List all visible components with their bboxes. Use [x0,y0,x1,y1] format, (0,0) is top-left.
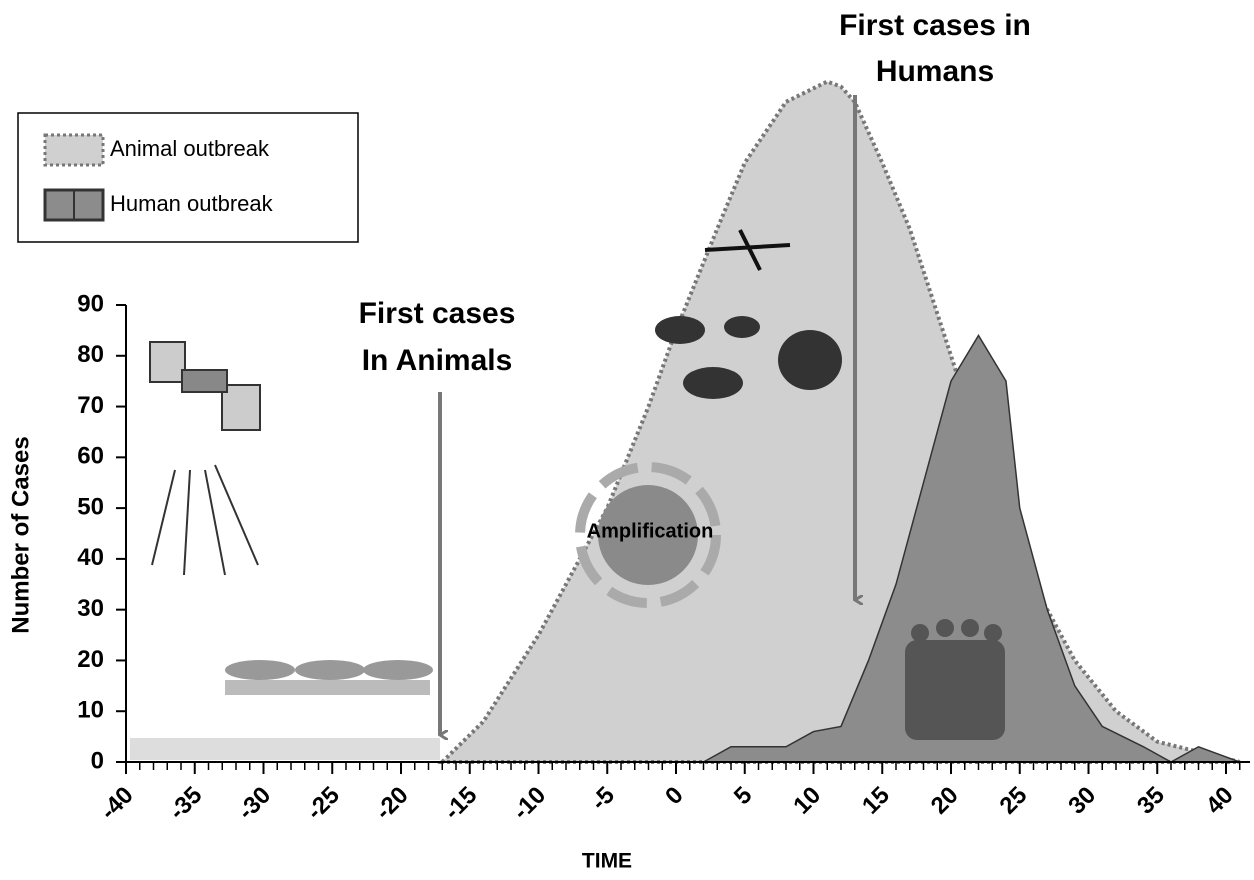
x-tick-label: 15 [857,782,895,820]
y-tick-label: 0 [91,747,104,774]
area [700,334,1241,763]
x-tick-label: 35 [1132,782,1170,820]
x-tick-label: -30 [233,782,277,826]
rain-clouds-icon [225,660,433,695]
animals-icon [655,229,842,399]
y-tick-label: 50 [77,493,104,520]
annotation: In Animals [362,344,513,377]
legend: Animal outbreak Human outbreak [17,112,359,243]
grass-icon [130,738,440,760]
y-tick-label: 40 [77,544,104,571]
annotation: First cases [359,297,516,330]
legend-swatch [43,133,105,167]
amplification-icon [575,462,721,608]
y-tick-label: 80 [77,341,104,368]
x-tick-label: -5 [586,782,620,816]
x-axis-title: TIME [582,850,632,873]
x-tick-label: 30 [1063,782,1101,820]
y-tick-label: 90 [77,290,104,317]
x-tick-label: 40 [1201,782,1239,820]
x-tick-label: -25 [301,782,345,826]
x-tick-label: -20 [370,782,414,826]
x-tick-label: -10 [508,782,552,826]
area [437,79,1241,764]
y-tick-label: 20 [77,646,104,673]
x-tick-label: 5 [729,782,758,811]
y-tick-label: 10 [77,697,104,724]
y-tick-label: 30 [77,595,104,622]
y-tick-label: 70 [77,392,104,419]
x-tick-label: -15 [439,782,483,826]
x-tick-label: -40 [95,782,139,826]
legend-label: Human outbreak [110,191,274,216]
x-tick-label: 0 [660,782,689,811]
annotation: Humans [876,55,994,88]
x-tick-label: 20 [926,782,964,820]
x-tick-label: 25 [995,782,1033,820]
people-icon [905,619,1005,740]
x-tick-label: 10 [788,782,826,820]
legend-label: Animal outbreak [110,136,270,161]
y-tick-label: 60 [77,443,104,470]
satellite-icon [149,341,261,576]
annotation: Amplification [587,520,714,542]
y-axis-title: Number of Cases [7,436,34,633]
x-tick-label: -35 [164,782,208,826]
annotation: First cases in [839,9,1031,42]
